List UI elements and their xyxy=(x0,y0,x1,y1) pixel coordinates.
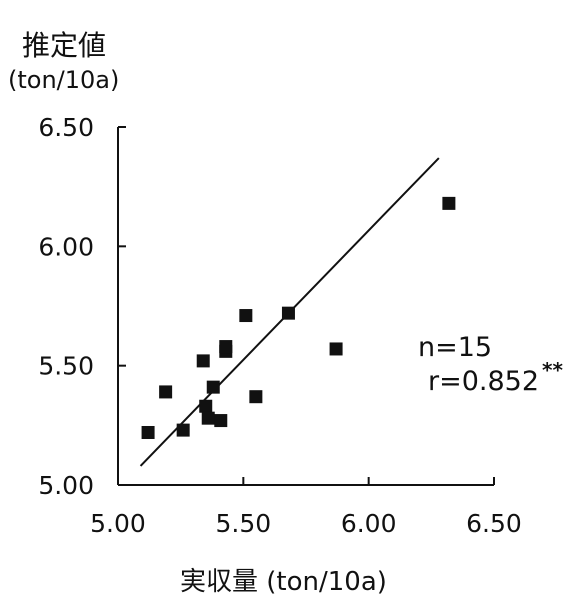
x-axis-title: 実収量 (ton/10a) xyxy=(180,567,387,597)
y-axis-unit: (ton/10a) xyxy=(8,66,120,94)
data-point xyxy=(176,423,190,437)
data-point xyxy=(201,411,215,425)
data-point xyxy=(206,380,220,394)
significance-marker: ** xyxy=(542,358,563,382)
data-point xyxy=(219,340,233,354)
sample-size-label: n=15 xyxy=(418,332,493,363)
correlation-label: r=0.852 xyxy=(428,366,540,397)
data-point xyxy=(239,309,253,323)
data-point xyxy=(199,399,213,413)
data-point xyxy=(159,385,173,399)
data-point xyxy=(214,414,228,428)
y-tick-label: 5.00 xyxy=(38,471,94,500)
x-tick-label: 6.00 xyxy=(341,509,397,538)
data-point xyxy=(196,354,210,368)
y-tick-label: 5.50 xyxy=(38,352,94,381)
y-tick-label: 6.50 xyxy=(38,113,94,142)
data-point xyxy=(442,196,456,210)
data-point xyxy=(141,425,155,439)
x-tick-label: 5.00 xyxy=(90,509,146,538)
data-point xyxy=(281,306,295,320)
data-point xyxy=(249,390,263,404)
x-tick-label: 6.50 xyxy=(466,509,522,538)
x-tick-label: 5.50 xyxy=(215,509,271,538)
y-tick-label: 6.00 xyxy=(38,232,94,261)
data-point xyxy=(329,342,343,356)
y-axis-title: 推定値 xyxy=(22,29,107,62)
